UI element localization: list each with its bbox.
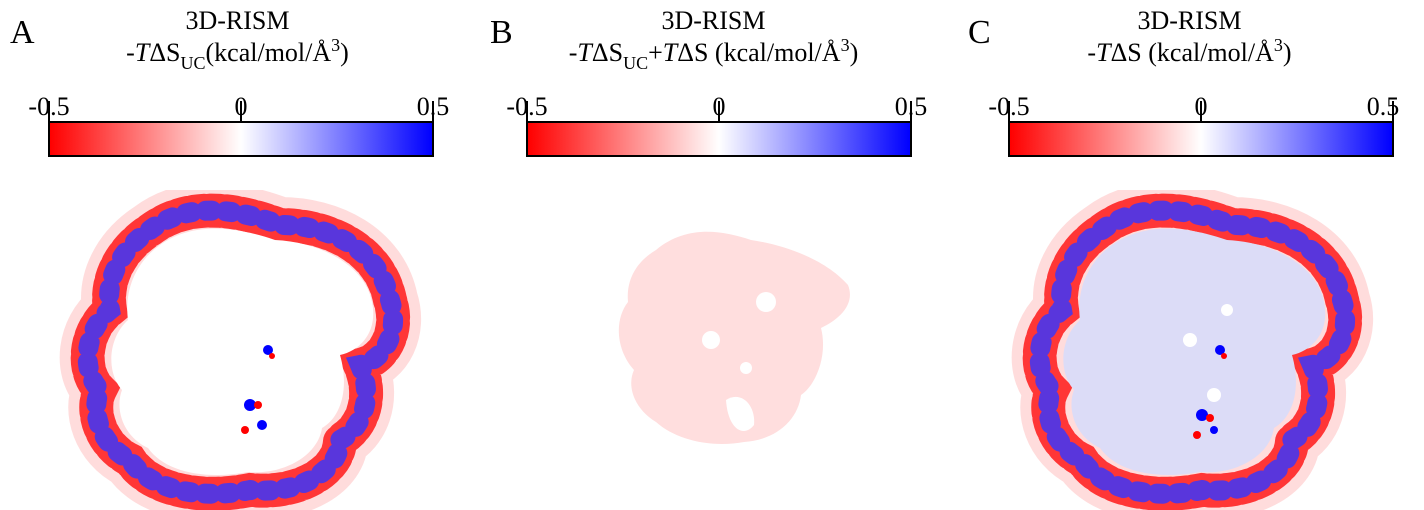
- panel-title-line1: 3D-RISM: [661, 6, 766, 35]
- solvation-shell: [1011, 190, 1374, 510]
- panel-title-line2: -TΔSUC+TΔS (kcal/mol/Å3): [568, 35, 859, 73]
- entropy-map: [1011, 190, 1374, 510]
- colorbar-tick-label: 0: [712, 92, 726, 121]
- panel-label: C: [968, 14, 991, 51]
- colorbar: [48, 121, 434, 157]
- panel-title-line1: 3D-RISM: [185, 6, 290, 35]
- colorbar: [1008, 121, 1394, 157]
- colorbar-tick: [910, 101, 912, 121]
- panel-label: B: [490, 14, 513, 51]
- colorbar-tick-label: -0.5: [506, 92, 548, 121]
- colorbar: [526, 121, 912, 157]
- panel-c: C 3D-RISM -TΔS (kcal/mol/Å3) -0.5 0 0.5: [952, 0, 1424, 510]
- panel-a: A 3D-RISM -TΔSUC(kcal/mol/Å3) -0.5 0 0.5: [0, 0, 475, 510]
- colorbar-tick: [718, 101, 720, 121]
- colorbar-tick-label: 0: [234, 92, 248, 121]
- colorbar-tick: [1392, 101, 1394, 121]
- panel-title-line1: 3D-RISM: [1137, 6, 1242, 35]
- colorbar-tick-label: 0.5: [1366, 92, 1400, 121]
- solvation-shell: [59, 190, 422, 510]
- colorbar-tick: [48, 101, 50, 121]
- colorbar-tick-label: 0: [1194, 92, 1208, 121]
- pale-red-region: [618, 231, 850, 444]
- colorbar-tick-label: -0.5: [28, 92, 70, 121]
- panel-title-line2: -TΔS (kcal/mol/Å3): [1087, 35, 1292, 67]
- colorbar-tick: [1200, 101, 1202, 121]
- interior-spots: [244, 345, 273, 430]
- colorbar-tick: [526, 101, 528, 121]
- colorbar-tick-label: 0.5: [416, 92, 450, 121]
- panel-b: B 3D-RISM -TΔSUC+TΔS (kcal/mol/Å3) -0.5 …: [476, 0, 951, 510]
- colorbar-tick-label: 0.5: [894, 92, 928, 121]
- colorbar-tick: [1008, 101, 1010, 121]
- colorbar-tick: [240, 101, 242, 121]
- pale-blue-core: [1063, 228, 1326, 475]
- entropy-map: [59, 190, 422, 510]
- panel-title-line2: -TΔSUC(kcal/mol/Å3): [126, 35, 349, 73]
- colorbar-tick-label: -0.5: [988, 92, 1030, 121]
- colorbar-tick: [432, 101, 434, 121]
- panel-label: A: [10, 14, 35, 51]
- entropy-map: [618, 231, 850, 444]
